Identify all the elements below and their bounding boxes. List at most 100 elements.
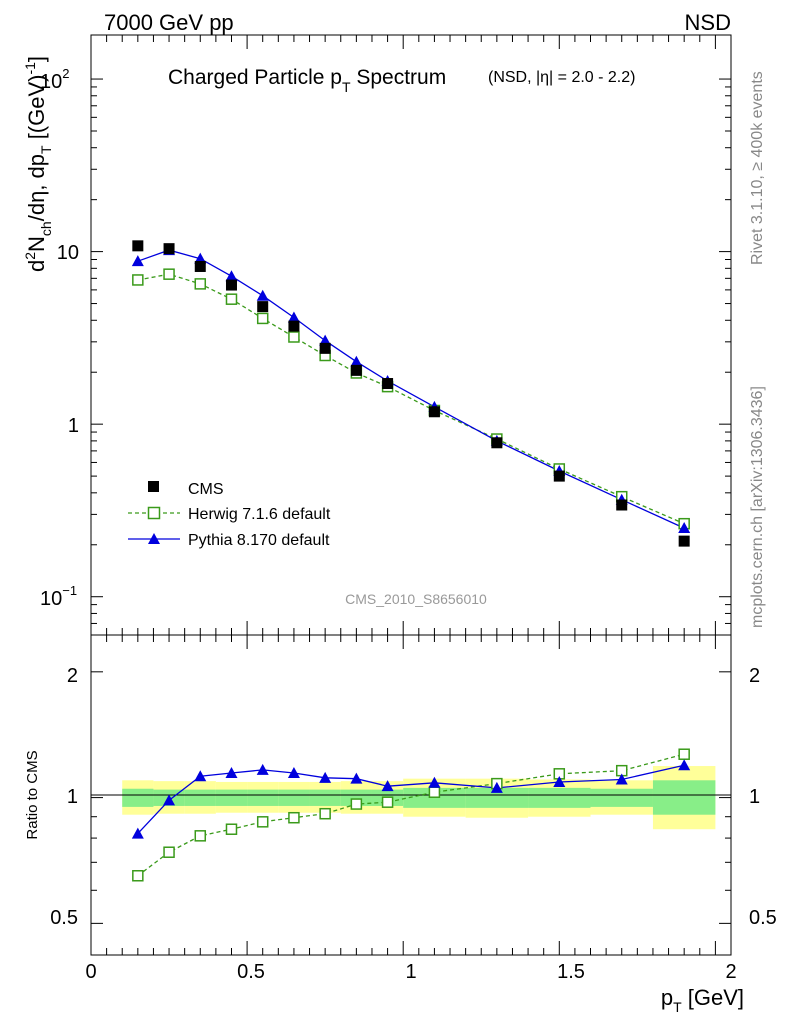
main-cms-point-0 [132,240,144,252]
legend-marker-pythia [148,533,160,544]
ratio-herwig-7-1-6-default-point-0 [132,870,144,882]
ratio-plot-frame [90,634,732,956]
main-title-qualifier: (NSD, |η| = 2.0 - 2.2) [488,69,635,86]
y-tick-label-1: 1 [68,415,79,437]
main-title-text: Charged Particle p [168,66,342,89]
ratio-inner-band-bin-12 [590,788,653,807]
analysis-watermark: CMS_2010_S8656010 [345,591,487,607]
main-cms-point-6 [319,342,331,354]
ratio-pythia-8-170-default-point-3 [225,767,238,779]
y-tick-label-0.1: 10−1 [40,583,77,610]
main-herwig-7-1-6-default-point-3 [225,293,238,305]
ratio-y-tick-label-0.5-right: 0.5 [749,907,777,929]
main-herwig-7-1-6-default-point-1 [163,268,175,280]
header-left-label: 7000 GeV pp [104,10,234,35]
ratio-pythia-8-170-default-point-5 [287,767,300,779]
x-tick-label-2: 2 [725,961,736,983]
x-tick-label-0: 0 [85,961,96,983]
ratio-plot-ticks [90,635,731,955]
main-herwig-7-1-6-default-point-4 [256,312,269,325]
main-pythia-8-170-default-point-2 [194,252,207,264]
legend-label-herwig: Herwig 7.1.6 default [188,506,331,523]
main-plot-frame [90,34,732,636]
main-cms-point-12 [616,499,628,511]
main-pythia-8-170-default-point-0 [131,255,144,267]
ratio-inner-band-bin-2 [184,789,216,806]
main-cms-point-9 [428,406,440,418]
ratio-pythia-8-170-default-point-10 [490,781,503,793]
main-herwig-7-1-6-default-point-0 [132,274,144,286]
ratio-pythia-8-170-default-point-7 [350,772,363,784]
ratio-pythia-8-170-default-point-13 [678,759,691,771]
legend: CMS Herwig 7.1.6 default Pythia 8.170 de… [128,481,331,549]
ratio-pythia-8-170-default-point-9 [428,776,441,788]
ratio-inner-band-bin-13 [652,780,716,815]
main-cms-point-5 [288,320,300,332]
x-axis-label: pT [GeV] [661,985,744,1015]
ratio-pythia-8-170-default-point-11 [553,775,566,787]
ratio-herwig-7-1-6-default-point-8 [381,796,394,808]
ratio-inner-band-bin-4 [247,789,279,806]
ratio-herwig-7-1-6-default-point-9 [428,786,441,798]
ratio-pythia-8-170-default-point-8 [381,780,394,792]
ratio-pythia-8-170-default-point-4 [256,763,269,775]
ratio-inner-band-bin-5 [278,789,310,806]
ratio-plot-markers [131,748,691,882]
main-pythia-8-170-default-point-7 [350,355,363,367]
ratio-herwig-7-1-6-default-point-3 [225,823,238,835]
ratio-herwig-7-1-6-default-point-2 [194,830,207,842]
ratio-pythia-8-170-default-point-6 [319,771,332,783]
x-tick-label-1: 1 [405,961,416,983]
main-cms-point-2 [194,260,206,272]
x-tick-label-0.5: 0.5 [237,961,265,983]
main-cms-point-8 [382,378,394,390]
main-pythia-8-170-default-point-6 [319,334,332,346]
ratio-inner-band-bin-0 [122,788,154,807]
main-cms-point-10 [491,437,503,449]
main-pythia-8-170-default-point-3 [225,270,238,282]
ratio-inner-band-bin-3 [215,789,248,806]
main-title-tail: Spectrum [351,66,447,89]
main-plot-markers [131,240,691,547]
ratio-inner-band-bin-7 [340,789,372,806]
main-plot-ticks [90,35,731,636]
main-cms-point-3 [225,279,237,291]
ratio-y-tick-label-1: 1 [67,786,78,808]
main-cms-point-1 [163,243,175,255]
ratio-pythia-8-170-default-point-1 [163,794,176,806]
ratio-inner-band-bin-10 [465,787,529,808]
main-cms-point-4 [257,301,269,313]
ratio-pythia-8-170-default-point-0 [131,827,144,839]
ratio-herwig-7-1-6-default-point-13 [678,748,690,760]
header-right-label: NSD [685,10,731,35]
ratio-pythia-8-170-default-point-12 [615,773,628,785]
main-herwig-7-1-6-default-point-5 [288,331,300,343]
ratio-inner-band-bin-11 [528,787,591,808]
ratio-inner-band-bin-6 [309,789,341,806]
ratio-pythia-8-170-default-point-2 [194,770,207,782]
ratio-y-tick-label-2: 2 [67,665,78,687]
rivet-version-label: Rivet 3.1.10, ≥ 400k events [749,71,766,265]
x-tick-label-1.5: 1.5 [557,961,585,983]
legend-marker-cms [148,481,159,492]
ratio-herwig-7-1-6-default-point-7 [350,798,363,810]
ratio-herwig-7-1-6-default-point-1 [163,846,175,858]
main-cms-point-11 [553,470,565,482]
main-pythia-8-170-default-point-13 [678,522,691,534]
main-cms-point-7 [350,364,362,376]
main-cms-point-13 [678,535,690,547]
ratio-herwig-7-1-6-default-point-5 [288,811,300,824]
legend-label-cms: CMS [188,481,224,498]
ratio-y-tick-label-1-right: 1 [749,786,760,808]
main-y-axis-label: d2Nch/dη, dpT [(GeV)-1] [22,56,54,272]
ratio-y-tick-label-0.5: 0.5 [50,907,78,929]
ratio-y-tick-label-2-right: 2 [749,665,760,687]
ratio-herwig-7-1-6-default-point-4 [256,816,269,828]
mcplots-label: mcplots.cern.ch [arXiv:1306.3436] [749,386,766,628]
main-herwig-7-1-6-default-point-2 [194,278,207,290]
main-title-subscript: T [342,79,351,95]
main-pythia-8-170-default-point-4 [256,289,269,301]
y-tick-label-100: 102 [40,66,69,93]
main-title: Charged Particle pT Spectrum [168,66,446,95]
